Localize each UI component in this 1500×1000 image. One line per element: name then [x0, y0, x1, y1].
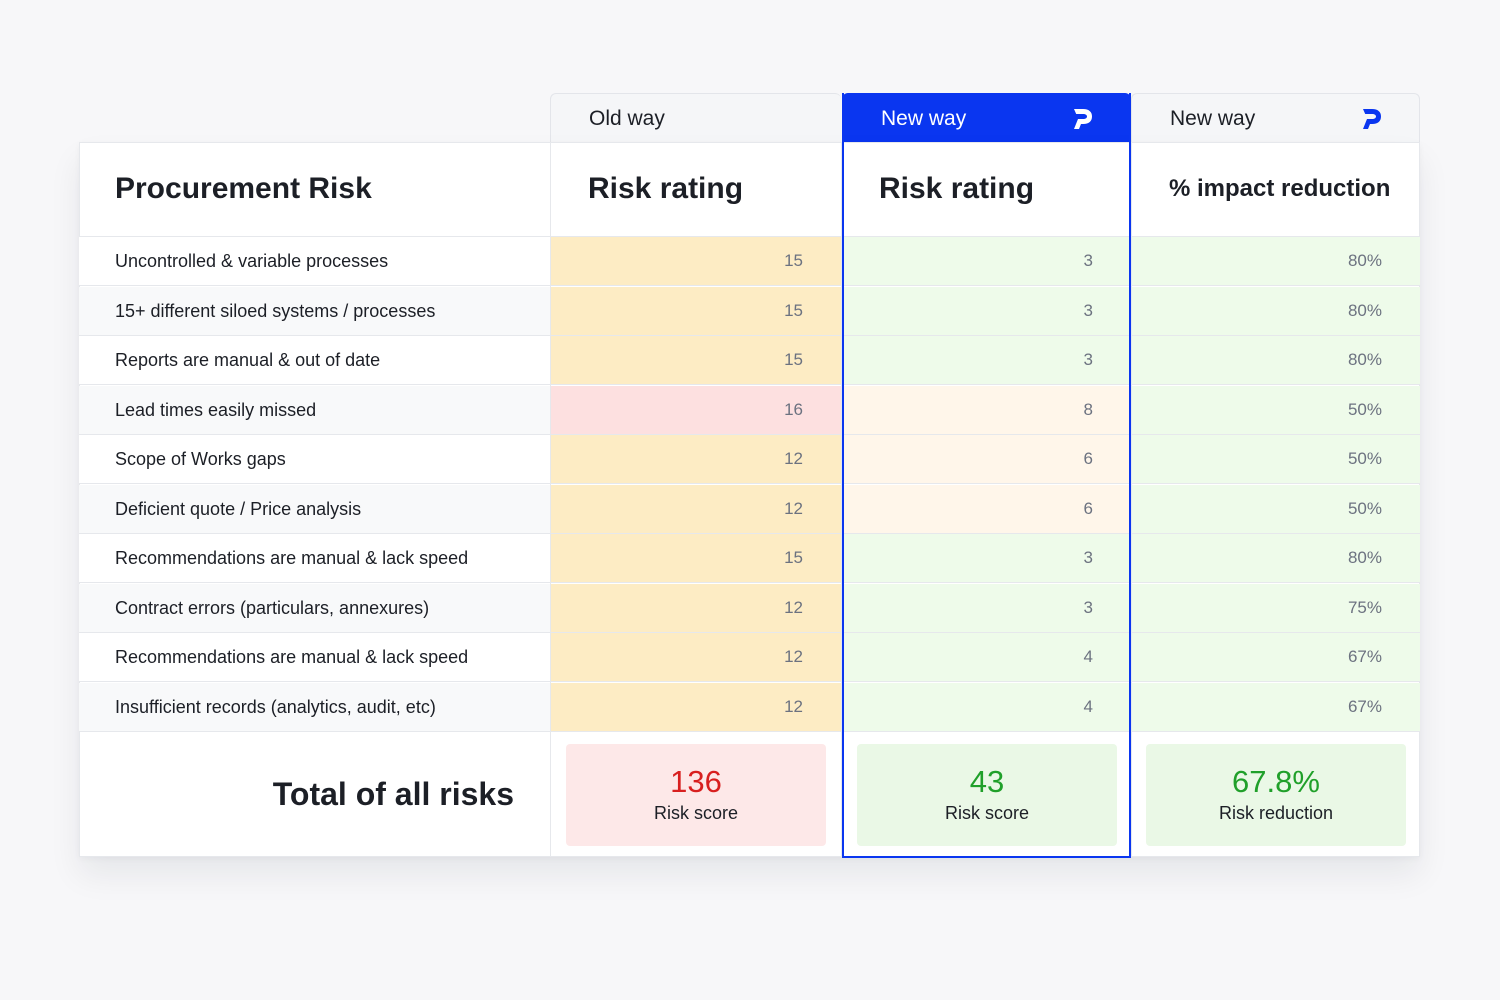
row-label: Deficient quote / Price analysis — [79, 485, 550, 534]
header-impact-reduction: % impact reduction — [1131, 142, 1420, 237]
impact-reduction-value: 80% — [1131, 237, 1420, 286]
new-risk-value: 3 — [841, 584, 1131, 633]
old-risk-value: 12 — [550, 683, 841, 732]
new-risk-value: 6 — [841, 485, 1131, 534]
total-reduction-value: 67.8% — [1232, 764, 1320, 800]
impact-reduction-value: 80% — [1131, 336, 1420, 385]
row-label: 15+ different siloed systems / processes — [79, 287, 550, 336]
new-risk-value: 4 — [841, 633, 1131, 682]
old-risk-value: 12 — [550, 633, 841, 682]
row-label: Reports are manual & out of date — [79, 336, 550, 385]
old-risk-value: 12 — [550, 485, 841, 534]
total-new-score: 43 Risk score — [857, 744, 1117, 846]
new-risk-value: 4 — [841, 683, 1131, 732]
new-risk-value: 3 — [841, 237, 1131, 286]
tab-new-way-reduction: New way — [1131, 93, 1420, 143]
new-risk-value: 3 — [841, 336, 1131, 385]
p-logo-icon — [1074, 108, 1092, 129]
old-risk-value: 12 — [550, 435, 841, 484]
row-label: Scope of Works gaps — [79, 435, 550, 484]
impact-reduction-value: 50% — [1131, 386, 1420, 435]
total-old-caption: Risk score — [653, 802, 738, 823]
tab-new-way-label: New way — [881, 106, 967, 130]
new-risk-value: 8 — [841, 386, 1131, 435]
totals-label: Total of all risks — [272, 776, 514, 812]
tab-old-way: Old way — [550, 93, 841, 143]
impact-reduction-value: 80% — [1131, 287, 1420, 336]
header-new-risk-rating: Risk rating — [841, 142, 1131, 237]
impact-reduction-value: 50% — [1131, 435, 1420, 484]
impact-reduction-value: 50% — [1131, 485, 1420, 534]
tab-new-way: New way — [842, 93, 1131, 143]
old-risk-value: 15 — [550, 237, 841, 286]
total-old-score: 136 Risk score — [566, 744, 826, 846]
total-reduction: 67.8% Risk reduction — [1146, 744, 1406, 846]
old-risk-value: 15 — [550, 287, 841, 336]
column-divider — [550, 142, 551, 857]
tab-new-way-reduction-label: New way — [1170, 106, 1256, 130]
old-risk-value: 12 — [550, 584, 841, 633]
header-old-risk-rating: Risk rating — [550, 142, 841, 237]
total-reduction-caption: Risk reduction — [1218, 802, 1334, 823]
column-divider — [1131, 142, 1132, 857]
impact-reduction-value: 67% — [1131, 683, 1420, 732]
p-logo-icon — [1363, 108, 1381, 129]
column-divider — [841, 142, 842, 857]
impact-reduction-value: 75% — [1131, 584, 1420, 633]
row-label: Uncontrolled & variable processes — [79, 237, 550, 286]
row-label: Lead times easily missed — [79, 386, 550, 435]
row-label: Recommendations are manual & lack speed — [79, 534, 550, 583]
row-label: Contract errors (particulars, annexures) — [79, 584, 550, 633]
row-label: Insufficient records (analytics, audit, … — [79, 683, 550, 732]
new-risk-value: 3 — [841, 287, 1131, 336]
row-label: Recommendations are manual & lack speed — [79, 633, 550, 682]
tab-old-way-label: Old way — [589, 106, 665, 130]
total-new-value: 43 — [969, 764, 1005, 800]
old-risk-value: 15 — [550, 336, 841, 385]
total-old-value: 136 — [670, 764, 722, 800]
impact-reduction-value: 80% — [1131, 534, 1420, 583]
old-risk-value: 15 — [550, 534, 841, 583]
new-risk-value: 3 — [841, 534, 1131, 583]
new-risk-value: 6 — [841, 435, 1131, 484]
old-risk-value: 16 — [550, 386, 841, 435]
header-procurement-risk: Procurement Risk — [79, 142, 550, 237]
total-new-caption: Risk score — [944, 802, 1029, 823]
impact-reduction-value: 67% — [1131, 633, 1420, 682]
